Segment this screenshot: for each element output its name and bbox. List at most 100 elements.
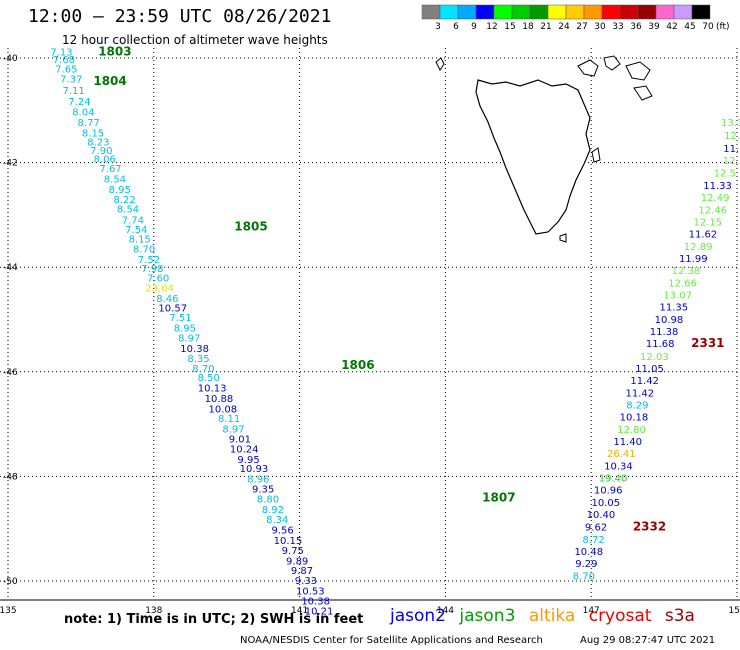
- scale-label-12: 12: [486, 22, 497, 32]
- swh-value: 8.97: [178, 333, 200, 344]
- swh-value: 9.87: [291, 566, 313, 577]
- swh-value: 12.38: [672, 266, 701, 277]
- scale-label-3: 3: [435, 22, 441, 32]
- lon-tick-label: 135: [0, 606, 17, 616]
- credit-line: NOAA/NESDIS Center for Satellite Applica…: [240, 635, 543, 646]
- swh-value: 10.08: [208, 405, 237, 416]
- legend-altika: altika: [528, 606, 576, 626]
- map-subtitle: 12 hour collection of altimeter wave hei…: [62, 33, 328, 47]
- swh-value: 9.01: [229, 434, 251, 445]
- scale-swatch-21: [529, 4, 549, 20]
- swh-value: 12.46: [698, 205, 727, 216]
- swh-value: 8.92: [262, 505, 284, 516]
- scale-swatch-3: [421, 4, 441, 20]
- legend-jason2: jason2: [390, 606, 446, 626]
- lat-tick-label: -48: [3, 472, 18, 482]
- swh-value: 8.96: [247, 475, 269, 486]
- color-scale-unit: (ft): [716, 22, 730, 32]
- lon-tick-label: 147: [583, 606, 600, 616]
- swh-value: 12.80: [617, 425, 646, 436]
- pass-time-label: 1806: [341, 358, 374, 372]
- scale-swatch-70: [691, 4, 711, 20]
- scale-swatch-24: [547, 4, 567, 20]
- swh-value: 8.54: [117, 204, 139, 215]
- swh-value: 8.95: [109, 185, 131, 196]
- scale-swatch-12: [475, 4, 495, 20]
- lat-tick-label: -46: [3, 368, 18, 378]
- island-south: [559, 233, 567, 243]
- scale-swatch-15: [493, 4, 513, 20]
- swh-value: 10.57: [158, 304, 187, 315]
- swh-value: 13.1: [721, 118, 740, 129]
- scale-swatch-42: [655, 4, 675, 20]
- swh-value: 11.68: [646, 339, 675, 350]
- swh-value: 8.50: [198, 373, 220, 384]
- swh-value: 19.40: [599, 474, 628, 485]
- swh-value: 10.38: [180, 344, 209, 355]
- scale-label-9: 9: [471, 22, 477, 32]
- swh-value: 11.05: [635, 364, 664, 375]
- swh-value: 26.41: [607, 449, 636, 460]
- legend-jason3: jason3: [459, 606, 516, 626]
- swh-value: 10.21: [305, 606, 334, 617]
- swh-value: 12.49: [701, 193, 730, 204]
- pass-time-label: 2331: [691, 336, 724, 350]
- swh-value: 8.22: [114, 195, 136, 206]
- swh-value: 11.42: [625, 388, 654, 399]
- swh-value: 9.33: [295, 576, 317, 587]
- lat-tick-label: -44: [3, 263, 18, 273]
- island-north-2: [603, 55, 621, 71]
- scale-label-27: 27: [576, 22, 587, 32]
- swh-value: 7.65: [55, 65, 77, 76]
- tasmania-coastline: [435, 55, 653, 243]
- swh-value: 8.15: [129, 235, 151, 246]
- swh-value: 9.35: [252, 485, 274, 496]
- swh-value: 11.35: [659, 303, 688, 314]
- swh-value: 13.07: [663, 291, 692, 302]
- swh-value: 8.35: [187, 354, 209, 365]
- swh-value: 12.5: [714, 169, 736, 180]
- scale-label-18: 18: [522, 22, 534, 32]
- swh-value: 11.40: [613, 437, 642, 448]
- swh-value: 10.93: [240, 464, 269, 475]
- lon-tick-label: 138: [145, 606, 162, 616]
- scale-swatch-39: [637, 4, 657, 20]
- swh-value: 8.70: [133, 245, 155, 256]
- scale-label-21: 21: [540, 22, 551, 32]
- scale-label-15: 15: [504, 22, 515, 32]
- scale-label-39: 39: [648, 22, 660, 32]
- swh-value: 8.77: [78, 118, 100, 129]
- footer-note: note: 1) Time is in UTC; 2) SWH is in fe…: [64, 612, 364, 627]
- swh-value: 10.24: [230, 444, 259, 455]
- swh-value: 7.37: [60, 75, 82, 86]
- swh-value: 8.95: [174, 324, 196, 335]
- swh-value: 7.90: [90, 146, 112, 157]
- swh-value: 10.53: [296, 587, 325, 598]
- scale-swatch-6: [439, 4, 459, 20]
- swh-value: 11.38: [650, 327, 679, 338]
- swh-value: 10.48: [574, 547, 603, 558]
- island-north-3: [625, 61, 651, 81]
- swh-value: 8.15: [82, 128, 104, 139]
- scale-swatch-33: [601, 4, 621, 20]
- scale-label-36: 36: [630, 22, 642, 32]
- swh-value: 9.89: [286, 556, 308, 567]
- pass-time-label: 2332: [633, 519, 666, 533]
- lon-tick-label: 141: [291, 606, 308, 616]
- swh-value: 8.06: [94, 155, 116, 166]
- lon-tick-label: 150: [728, 606, 740, 616]
- island-north-1: [577, 59, 599, 77]
- swh-value: 9.95: [237, 455, 259, 466]
- island-east: [591, 147, 601, 163]
- swh-value: 8.97: [222, 424, 244, 435]
- tasmania-outline: [475, 79, 591, 235]
- scale-swatch-18: [511, 4, 531, 20]
- swh-value: 10.13: [198, 384, 227, 395]
- swh-value: 9.75: [282, 546, 304, 557]
- swh-value: 12.66: [668, 279, 697, 290]
- island-north-4: [633, 85, 653, 101]
- pass-time-label: 1805: [234, 220, 267, 234]
- swh-value: 9.29: [575, 559, 597, 570]
- swh-value: 8.29: [626, 400, 648, 411]
- swh-value: 12.: [723, 156, 739, 167]
